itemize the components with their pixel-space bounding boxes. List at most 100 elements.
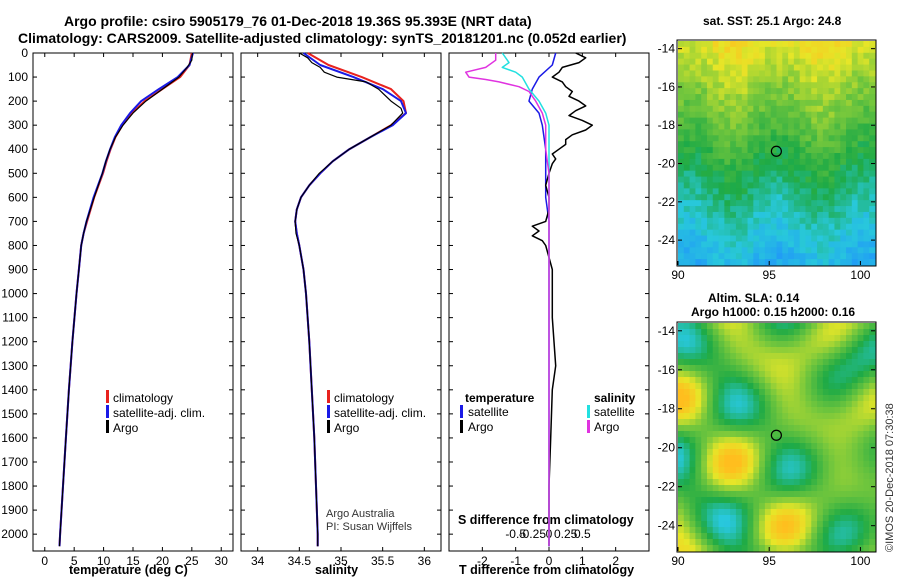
sst-map-cell xyxy=(695,129,702,136)
sla-map-cell xyxy=(788,395,795,402)
sst-map-cell xyxy=(678,82,685,89)
sst-map-cell xyxy=(846,58,853,66)
sla-map-cell xyxy=(689,395,696,402)
sst-map-cell xyxy=(834,247,841,254)
sla-map-cell xyxy=(683,479,691,486)
sst-map-cell xyxy=(846,99,853,107)
sla-map-cell xyxy=(735,335,743,342)
sla-map-cell xyxy=(811,395,818,402)
sst-map-cell xyxy=(730,129,737,136)
sla-map-cell xyxy=(782,479,789,486)
sla-map-cell xyxy=(822,443,830,450)
sst-map-cell xyxy=(857,235,864,242)
sst-map-cell xyxy=(846,229,853,237)
sla-map-cell xyxy=(718,419,725,426)
sla-map-cell xyxy=(782,329,789,336)
sla-map-cell xyxy=(735,509,743,516)
sst-map-cell xyxy=(689,76,696,83)
sla-map-cell xyxy=(857,341,864,348)
sst-map-cell xyxy=(712,99,720,107)
sst-map-cell xyxy=(851,194,859,201)
sst-map-cell xyxy=(846,129,853,136)
sla-map-cell xyxy=(782,341,789,348)
sst-map-cell xyxy=(730,259,737,266)
sla-map-cell xyxy=(863,485,870,492)
sla-map-cell xyxy=(788,419,795,426)
sla-map-cell xyxy=(706,527,714,534)
sla-map-cell xyxy=(817,419,824,426)
sst-map-cell xyxy=(747,217,754,225)
sla-map-cell xyxy=(712,329,720,336)
sla-map-cell xyxy=(776,509,783,516)
sla-map-cell xyxy=(706,377,714,384)
sla-map-cell xyxy=(770,395,777,402)
sst-map-cell xyxy=(869,223,876,231)
sst-map-cell xyxy=(851,129,859,136)
sla-map-cell xyxy=(759,497,766,504)
sst-map-cell xyxy=(753,64,760,71)
legend-salinity-title: salinity xyxy=(594,391,636,405)
sst-map-cell xyxy=(869,194,876,201)
sla-map-cell xyxy=(701,431,708,438)
sla-map-cell xyxy=(770,383,777,390)
sla-map-cell xyxy=(799,323,806,330)
sla-map-cell xyxy=(764,329,772,336)
sst-map-cell xyxy=(770,147,777,154)
sla-map-cell xyxy=(857,377,864,384)
sst-map-cell xyxy=(759,94,766,101)
sla-map-cell xyxy=(678,443,685,450)
sla-map-cell xyxy=(770,341,777,348)
sla-map-cell xyxy=(689,383,696,390)
sst-map-cell xyxy=(735,211,743,219)
sst-map-cell xyxy=(828,52,835,60)
sst-map-cell xyxy=(811,88,818,95)
sla-map-cell xyxy=(735,407,743,414)
sla-map-cell xyxy=(834,389,841,396)
sla-map-cell xyxy=(782,335,789,342)
sst-map-cell xyxy=(764,52,772,60)
sla-map-cell xyxy=(724,485,731,492)
sst-map-cell xyxy=(730,235,737,242)
x-tick-label: 34 xyxy=(251,554,265,568)
sla-map-cell xyxy=(828,329,835,336)
sst-map-cell xyxy=(799,117,806,125)
sst-map-cell xyxy=(718,217,725,225)
sst-map-cell xyxy=(851,82,859,89)
sst-map-cell xyxy=(678,105,685,113)
sst-map-cell xyxy=(730,170,737,178)
sla-map-cell xyxy=(776,377,783,384)
sla-map-cell xyxy=(817,413,824,420)
sst-map-cell xyxy=(840,135,847,142)
sla-map-cell xyxy=(863,425,870,432)
sla-map-cell xyxy=(706,485,714,492)
sla-map-cell xyxy=(695,437,702,444)
sla-map-cell xyxy=(735,395,743,402)
sla-map-cell xyxy=(776,467,783,474)
sla-map-cell xyxy=(846,413,853,420)
sla-map-cell xyxy=(799,377,806,384)
sla-map-cell xyxy=(776,539,783,546)
sla-map-cell xyxy=(706,323,714,330)
sst-map-cell xyxy=(735,153,743,160)
sla-map-cell xyxy=(817,497,824,504)
sla-map-cell xyxy=(822,419,830,426)
sst-map-cell xyxy=(869,94,876,101)
sst-map-cell xyxy=(701,170,708,178)
sst-map-cell xyxy=(701,76,708,83)
sla-map-cell xyxy=(828,521,835,528)
sla-map-cell xyxy=(782,323,789,330)
sla-map-cell xyxy=(701,491,708,498)
sla-map-cell xyxy=(770,443,777,450)
sla-map-cell xyxy=(718,425,725,432)
sst-map-cell xyxy=(811,46,818,54)
sla-map-cell xyxy=(840,353,847,360)
sla-map-cell xyxy=(718,377,725,384)
sla-map-cell xyxy=(776,497,783,504)
sla-map-cell xyxy=(741,479,749,486)
sla-map-cell xyxy=(683,473,691,480)
sst-map-cell xyxy=(869,188,876,195)
sst-map-cell xyxy=(788,158,795,166)
x-tick-label: 36 xyxy=(418,554,432,568)
sla-map-cell xyxy=(822,401,830,408)
sst-map-cell xyxy=(828,117,835,125)
